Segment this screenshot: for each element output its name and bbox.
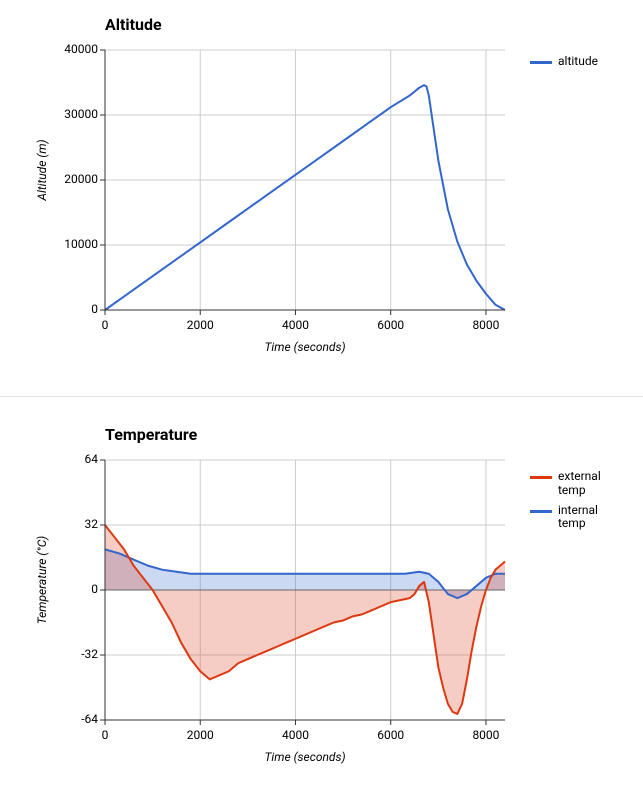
altitude-y-axis-label: Altitude (m)	[35, 110, 49, 230]
legend-label: internal temp	[558, 504, 618, 532]
temperature-legend: external temp internal temp	[530, 470, 618, 537]
altitude-legend: altitude	[530, 55, 598, 75]
legend-item: external temp	[530, 470, 618, 498]
legend-item: internal temp	[530, 504, 618, 532]
y-tick-label: 32	[50, 517, 98, 531]
y-tick-label: 20000	[50, 172, 98, 186]
legend-label: external temp	[558, 470, 618, 498]
legend-swatch	[530, 61, 552, 64]
temperature-title: Temperature	[105, 425, 197, 444]
y-tick-label: -32	[50, 647, 98, 661]
temperature-x-axis-label: Time (seconds)	[105, 750, 505, 764]
x-tick-label: 0	[85, 728, 125, 742]
y-tick-label: 64	[50, 452, 98, 466]
temperature-plot	[99, 459, 507, 727]
x-tick-label: 8000	[466, 318, 506, 332]
altitude-title: Altitude	[105, 15, 162, 34]
y-tick-label: 30000	[50, 107, 98, 121]
page: Altitude Altitude (m) Time (seconds) alt…	[0, 0, 643, 792]
x-tick-label: 2000	[180, 318, 220, 332]
y-tick-label: 0	[50, 582, 98, 596]
y-tick-label: 0	[50, 302, 98, 316]
x-tick-label: 8000	[466, 728, 506, 742]
x-tick-label: 2000	[180, 728, 220, 742]
y-tick-label: 40000	[50, 42, 98, 56]
legend-swatch	[530, 476, 552, 479]
x-tick-label: 4000	[275, 728, 315, 742]
y-tick-label: -64	[50, 712, 98, 726]
legend-swatch	[530, 510, 552, 513]
temperature-y-axis-label: Temperature (°C)	[35, 520, 49, 640]
y-tick-label: 10000	[50, 237, 98, 251]
x-tick-label: 6000	[371, 318, 411, 332]
legend-item: altitude	[530, 55, 598, 69]
x-tick-label: 6000	[371, 728, 411, 742]
legend-label: altitude	[558, 55, 598, 69]
chart-divider	[0, 396, 643, 397]
x-tick-label: 0	[85, 318, 125, 332]
altitude-x-axis-label: Time (seconds)	[105, 340, 505, 354]
altitude-plot	[99, 49, 507, 317]
x-tick-label: 4000	[275, 318, 315, 332]
